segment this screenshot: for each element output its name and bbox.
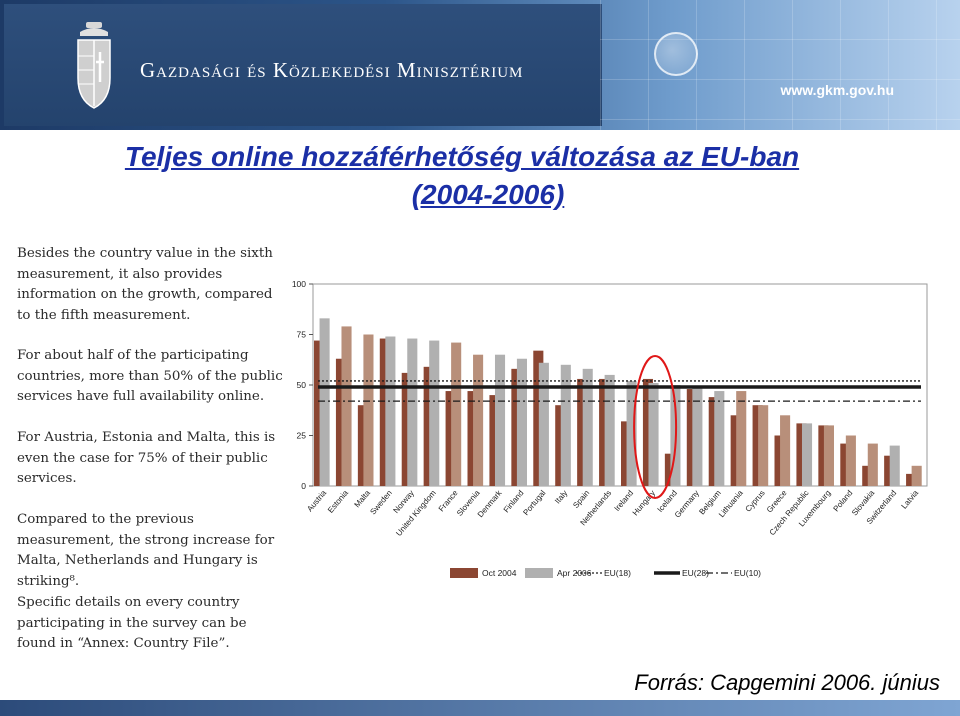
bar-oct-2004	[511, 368, 522, 486]
bar-apr-2006	[692, 387, 703, 486]
bar-apr-2006	[758, 405, 769, 486]
bar-oct-2004	[599, 378, 610, 486]
bar-apr-2006	[714, 391, 725, 486]
legend-swatch	[450, 568, 478, 578]
bar-oct-2004	[840, 443, 851, 486]
bar-apr-2006	[319, 318, 330, 486]
legend-label: Oct 2004	[482, 568, 517, 578]
x-tick-label: Latvia	[900, 488, 921, 511]
paragraph-3: For Austria, Estonia and Malta, this is …	[17, 430, 276, 486]
bar-oct-2004	[642, 378, 654, 486]
x-tick-label: Portugal	[521, 488, 547, 517]
bar-apr-2006	[451, 342, 462, 486]
bar-oct-2004	[774, 435, 785, 486]
bar-apr-2006	[429, 340, 440, 486]
x-tick-label: Cyprus	[744, 489, 767, 514]
bar-oct-2004	[445, 391, 456, 486]
bar-oct-2004	[489, 395, 500, 486]
page-subtitle: (2004-2006)	[411, 179, 565, 210]
bar-apr-2006	[494, 354, 506, 486]
bar-apr-2006	[911, 465, 922, 486]
bar-oct-2004	[708, 397, 719, 486]
legend-label: EU(18)	[604, 568, 631, 578]
coat-of-arms-icon	[77, 22, 111, 109]
bar-oct-2004	[884, 455, 895, 486]
y-tick-label: 25	[297, 431, 307, 441]
website-url[interactable]: www.gkm.gov.hu	[780, 82, 894, 98]
bar-oct-2004	[314, 340, 325, 486]
x-tick-label: Malta	[353, 488, 373, 509]
bar-oct-2004	[752, 405, 763, 486]
x-tick-label: Italy	[553, 489, 569, 506]
y-tick-label: 75	[297, 330, 307, 340]
bar-oct-2004	[796, 423, 807, 486]
x-tick-label: Sweden	[368, 489, 393, 517]
bar-oct-2004	[906, 473, 917, 486]
bar-oct-2004	[686, 389, 697, 486]
bar-oct-2004	[401, 372, 412, 486]
legend-label: EU(28)	[682, 568, 709, 578]
bar-oct-2004	[357, 405, 368, 486]
bar-apr-2006	[538, 362, 549, 486]
bar-apr-2006	[889, 445, 900, 486]
bar-oct-2004	[664, 453, 675, 486]
bar-apr-2006	[867, 443, 878, 486]
bar-apr-2006	[363, 334, 374, 486]
x-tick-label: United Kingdom	[394, 488, 438, 538]
y-tick-label: 50	[297, 380, 307, 390]
paragraph-5: Specific details on every country partic…	[17, 595, 247, 651]
bar-apr-2006	[736, 391, 747, 486]
paragraph-2: For about half of the participating coun…	[17, 348, 283, 404]
bar-apr-2006	[626, 380, 637, 486]
header-grid-decoration	[600, 0, 960, 130]
y-tick-label: 0	[301, 481, 306, 491]
bar-apr-2006	[648, 382, 659, 486]
bar-apr-2006	[780, 415, 791, 486]
legend-swatch	[525, 568, 553, 578]
x-tick-label: Hungary	[631, 489, 657, 518]
bar-apr-2006	[560, 364, 571, 486]
highlight-ellipse	[633, 355, 678, 499]
bar-oct-2004	[335, 358, 347, 486]
bar-oct-2004	[555, 405, 566, 486]
globe-icon	[654, 32, 698, 76]
footer-bar	[0, 700, 960, 716]
x-tick-label: Lithuania	[717, 488, 745, 519]
bar-oct-2004	[730, 415, 741, 486]
x-tick-label: Spain	[571, 489, 591, 510]
bar-oct-2004	[621, 421, 632, 486]
bar-apr-2006	[604, 374, 615, 486]
bar-oct-2004	[423, 366, 434, 486]
x-tick-label: Estonia	[326, 488, 350, 515]
y-tick-label: 100	[292, 279, 306, 289]
bar-apr-2006	[473, 354, 484, 486]
source-note: Forrás: Capgemini 2006. június	[634, 670, 940, 695]
bar-oct-2004	[467, 391, 478, 486]
x-tick-label: Denmark	[476, 488, 504, 519]
bar-apr-2006	[516, 358, 527, 486]
bar-oct-2004	[577, 378, 588, 486]
legend-label: Apr 2006	[557, 568, 592, 578]
bar-apr-2006	[823, 425, 834, 486]
header-banner: Gazdasági és Közlekedési Minisztérium ww…	[0, 0, 960, 130]
bar-apr-2006	[407, 338, 418, 486]
bar-oct-2004	[862, 465, 873, 486]
paragraph-1: Besides the country value in the sixth m…	[17, 246, 273, 323]
legend-label: EU(10)	[734, 568, 761, 578]
paragraph-4: Compared to the previous measurement, th…	[17, 512, 275, 589]
x-tick-label: Austria	[305, 488, 328, 513]
bar-oct-2004	[379, 338, 390, 486]
bar-oct-2004	[818, 425, 829, 486]
page-title: Teljes online hozzáférhetőség változása …	[124, 141, 800, 172]
bar-apr-2006	[801, 423, 813, 486]
bar-apr-2006	[582, 368, 593, 486]
ministry-name: Gazdasági és Közlekedési Minisztérium	[140, 58, 524, 82]
bar-apr-2006	[385, 336, 396, 486]
bar-oct-2004	[533, 350, 544, 486]
bar-apr-2006	[845, 435, 856, 486]
bar-apr-2006	[341, 326, 352, 486]
